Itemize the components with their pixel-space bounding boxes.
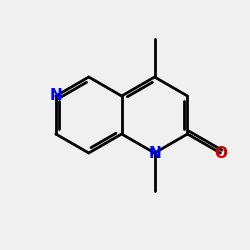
Text: N: N <box>148 146 161 160</box>
Text: O: O <box>214 146 227 160</box>
Text: N: N <box>50 88 62 104</box>
